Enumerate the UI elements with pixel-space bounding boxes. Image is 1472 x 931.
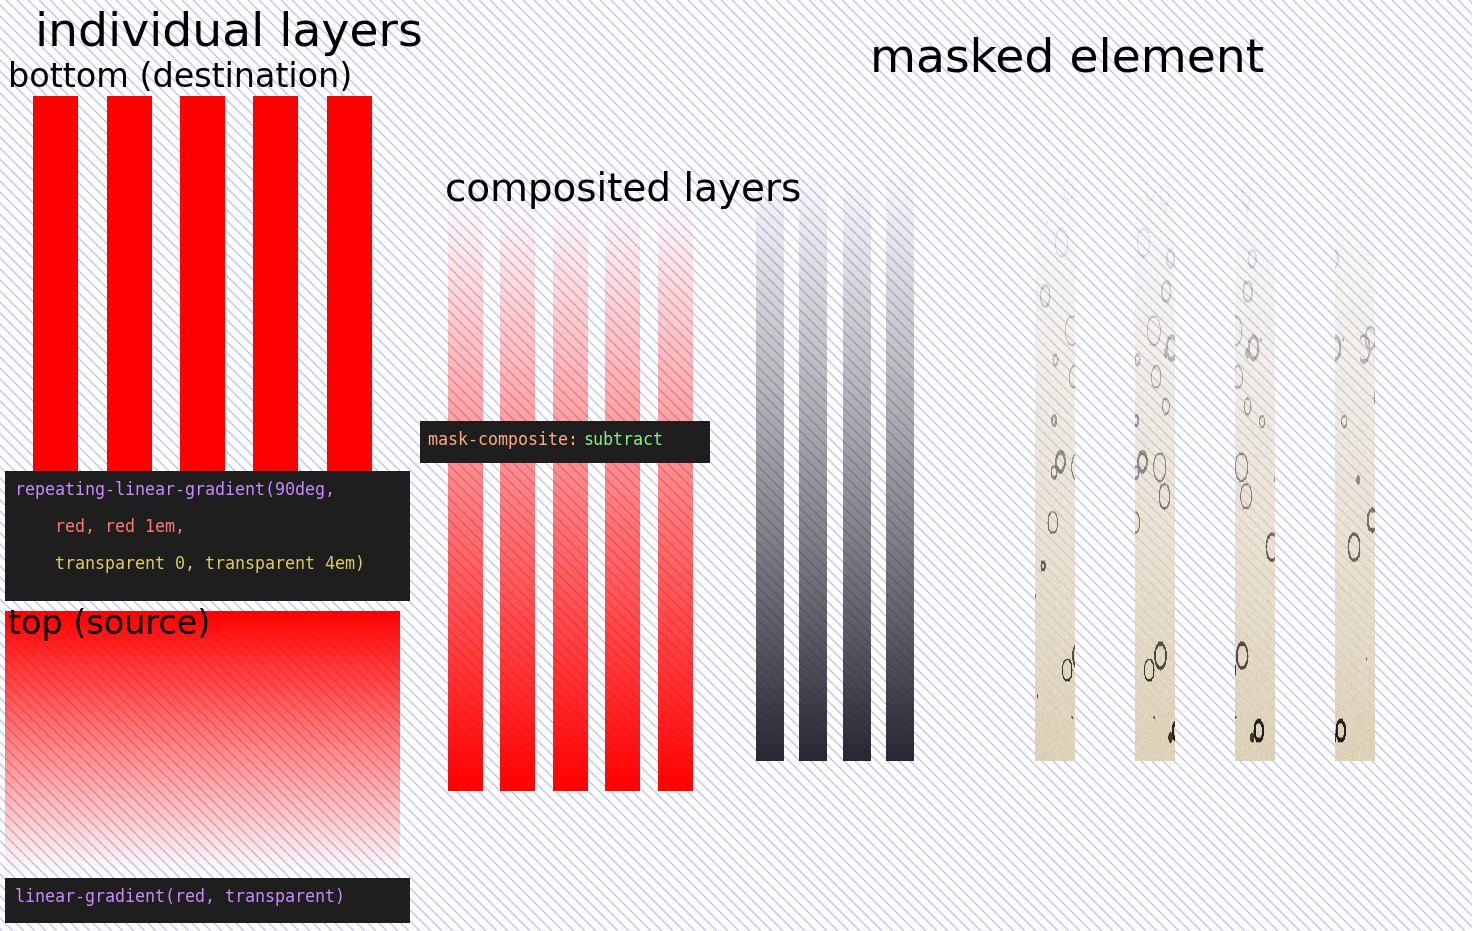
Text: composited layers: composited layers xyxy=(445,171,801,209)
Bar xyxy=(4,471,411,601)
Text: individual layers: individual layers xyxy=(35,11,422,56)
Text: top (source): top (source) xyxy=(7,608,210,641)
Text: subtract: subtract xyxy=(583,431,662,449)
Text: transparent 0, transparent 4em): transparent 0, transparent 4em) xyxy=(15,555,365,573)
Bar xyxy=(4,96,400,471)
Bar xyxy=(106,96,152,471)
Bar xyxy=(180,96,225,471)
Text: masked element: masked element xyxy=(870,36,1264,81)
Text: mask-composite:: mask-composite: xyxy=(428,431,587,449)
Bar xyxy=(4,611,400,876)
Text: linear-gradient(red, transparent): linear-gradient(red, transparent) xyxy=(15,888,344,906)
Text: repeating-linear-gradient(90deg,: repeating-linear-gradient(90deg, xyxy=(15,481,336,499)
Bar xyxy=(34,96,78,471)
Text: red, red 1em,: red, red 1em, xyxy=(15,519,185,536)
Bar xyxy=(327,96,371,471)
Bar xyxy=(253,96,299,471)
Bar xyxy=(4,878,411,923)
Bar xyxy=(420,421,710,463)
Text: bottom (destination): bottom (destination) xyxy=(7,61,352,94)
